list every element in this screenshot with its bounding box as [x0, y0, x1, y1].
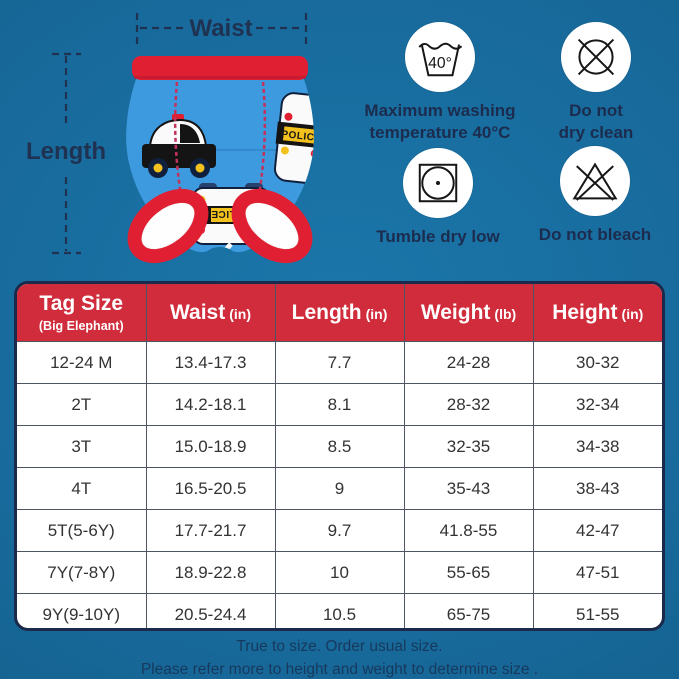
col-header-length: Length (in) [274, 284, 405, 342]
pants-pattern: POLICE POLICE [142, 81, 322, 253]
do-not-dry-clean-icon [561, 22, 631, 92]
table-header-row: Tag Size (Big Elephant) Waist (in) Length… [17, 284, 662, 342]
wash-40-icon: 40° [405, 22, 475, 92]
table-row: 12-24 M 13.4-17.3 7.7 24-28 30-32 [17, 341, 662, 384]
length-label: Length [26, 138, 106, 165]
do-not-bleach-icon [560, 146, 630, 216]
stitch-seam-left [173, 81, 190, 233]
table-row: 3T 15.0-18.9 8.5 32-35 34-38 [17, 425, 662, 468]
table-row: 7Y(7-8Y) 18.9-22.8 10 55-65 47-51 [17, 551, 662, 594]
police-plate-text: POLICE [281, 129, 322, 144]
care-label: Maximum washing temperature 40°C [364, 101, 516, 143]
care-label: Tumble dry low [376, 227, 500, 246]
size-table-container: Tag Size (Big Elephant) Waist (in) Length… [14, 281, 665, 631]
size-table: Tag Size (Big Elephant) Waist (in) Length… [17, 284, 662, 628]
table-row: 2T 14.2-18.1 8.1 28-32 32-34 [17, 383, 662, 426]
waistband [132, 56, 308, 80]
police-car-top-right: POLICE [273, 92, 322, 185]
care-item-do-not-bleach: Do not bleach [516, 146, 674, 246]
care-item-do-not-dry-clean: Do not dry clean [520, 22, 672, 145]
police-plate-text-flipped: POLICE [211, 208, 251, 219]
table-row: 4T 16.5-20.5 9 35-43 38-43 [17, 467, 662, 510]
care-item-max-wash-temp: 40° Maximum washing temperature 40°C [350, 22, 530, 145]
waist-label: Waist [189, 15, 252, 42]
note-true-to-size: True to size. Order usual size. [236, 638, 443, 655]
col-header-weight: Weight (lb) [403, 284, 534, 342]
leg-openings [127, 188, 313, 264]
col-header-height: Height (in) [532, 284, 662, 342]
col-header-tag-size: Tag Size (Big Elephant) [17, 284, 147, 342]
wash-temp-value: 40° [428, 55, 452, 72]
tumble-dry-low-icon [403, 148, 473, 218]
stitch-seam-right [250, 81, 267, 233]
col-header-waist: Waist (in) [145, 284, 276, 342]
table-row: 5T(5-6Y) 17.7-21.7 9.7 41.8-55 42-47 [17, 509, 662, 552]
footer-notes: True to size. Order usual size. Please r… [0, 635, 679, 679]
length-measure-guide [52, 52, 81, 255]
care-label: Do not bleach [538, 225, 652, 244]
care-item-tumble-dry-low: Tumble dry low [348, 148, 528, 248]
note-refer-height-weight: Please refer more to height and weight t… [140, 661, 539, 678]
police-car-side [142, 114, 216, 178]
care-label: Do not dry clean [558, 101, 634, 143]
table-row: 9Y(9-10Y) 20.5-24.4 10.5 65-75 51-55 [17, 593, 662, 628]
waist-measure-guide [135, 13, 308, 44]
product-illustration: Waist Length [26, 13, 322, 264]
